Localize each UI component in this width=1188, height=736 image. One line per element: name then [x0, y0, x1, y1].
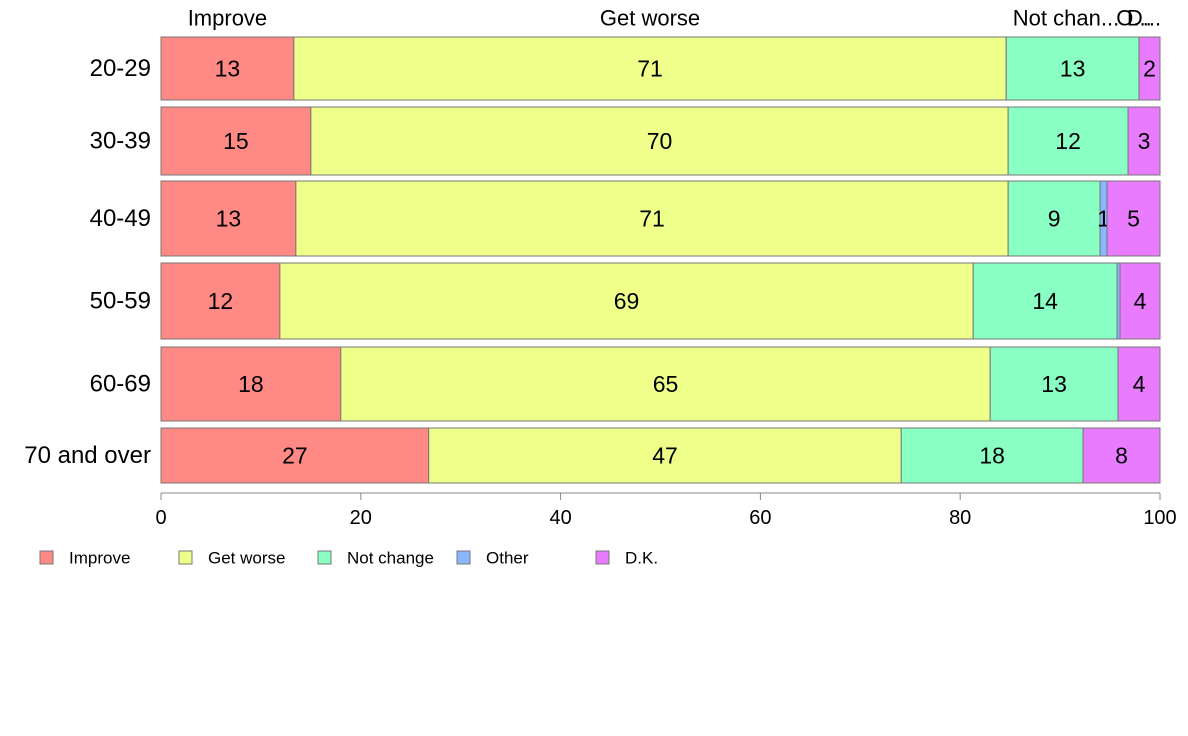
- bar-segment: [1007, 106, 1129, 176]
- x-tick-label: 40: [549, 507, 571, 529]
- legend-label: Improve: [69, 549, 130, 568]
- top-series-label: Improve: [188, 6, 267, 31]
- bars-group: 13 71 13 215 70 12 313 71 9 1 512 69 14 418 65 13 427 47 1…: [160, 36, 1161, 484]
- category-labels: 20-29 30-39 40-49 50-59 60-69 70 and over: [24, 55, 151, 469]
- x-tick-label: 100: [1143, 507, 1176, 529]
- category-label: 70 and over: [24, 442, 151, 469]
- legend: Improve Get worse Not change Other D.K.: [39, 549, 658, 568]
- top-series-label: Get worse: [600, 6, 700, 31]
- data-label: 70: [647, 128, 673, 154]
- bar-segment: [989, 346, 1119, 422]
- data-label: 4: [1134, 288, 1147, 314]
- bar-segment: [310, 106, 1009, 176]
- legend-swatch: [178, 550, 193, 565]
- category-label: 40-49: [90, 205, 151, 232]
- data-label: 12: [1055, 128, 1081, 154]
- bar-segment: [1106, 180, 1161, 257]
- data-label: 4: [1133, 371, 1146, 397]
- data-label: 71: [639, 206, 665, 232]
- data-label: 15: [223, 128, 249, 154]
- data-label: 47: [652, 443, 678, 469]
- bar-segment: [340, 346, 991, 422]
- category-label: 20-29: [90, 55, 151, 82]
- data-label: 69: [614, 288, 640, 314]
- bar-segment: [900, 427, 1084, 484]
- bar-segment: [279, 262, 974, 340]
- category-label: 60-69: [90, 371, 151, 398]
- legend-swatch: [595, 550, 610, 565]
- top-series-label: O...: [1116, 6, 1151, 31]
- bar-segment: [1127, 106, 1161, 176]
- bar-segment: [428, 427, 902, 484]
- category-label: 50-59: [90, 288, 151, 315]
- bar-segment: [160, 106, 312, 176]
- bar-segment: [160, 346, 342, 422]
- data-label: 12: [208, 288, 234, 314]
- bar-segment: [160, 427, 430, 484]
- bar-segment: [160, 180, 297, 257]
- bar-segment: [1119, 262, 1161, 340]
- legend-swatch: [317, 550, 332, 565]
- data-label: 71: [637, 56, 663, 82]
- bar-segment: [160, 36, 295, 101]
- bar-segment: [1005, 36, 1140, 101]
- x-axis: 0 20 40 60 80 100: [155, 492, 1177, 529]
- x-tick-label: 0: [155, 507, 166, 529]
- data-label: 13: [1060, 56, 1086, 82]
- x-tick-label: 80: [949, 507, 971, 529]
- top-series-labels: Improve Get worse Not chan...O...D...: [188, 6, 1161, 31]
- bar-segment: [293, 36, 1007, 101]
- legend-label: D.K.: [625, 549, 658, 568]
- data-label: 13: [215, 56, 241, 82]
- bar-segment: [1007, 180, 1101, 257]
- x-tick-label: 60: [749, 507, 771, 529]
- data-label: 18: [238, 371, 264, 397]
- data-label: 14: [1032, 288, 1058, 314]
- bar-segment: [160, 262, 281, 340]
- data-label: 8: [1115, 443, 1128, 469]
- data-label: 65: [653, 371, 679, 397]
- legend-swatch: [456, 550, 471, 565]
- legend-swatch: [39, 550, 54, 565]
- legend-label: Other: [486, 549, 529, 568]
- data-label: 13: [216, 206, 242, 232]
- data-label: 9: [1048, 206, 1061, 232]
- bar-segment: [1117, 346, 1161, 422]
- category-label: 30-39: [90, 128, 151, 155]
- top-series-label: D...: [1127, 6, 1161, 31]
- bar-segment: [1082, 427, 1161, 484]
- data-label: 3: [1138, 128, 1151, 154]
- data-label: 5: [1127, 206, 1140, 232]
- data-label: 18: [979, 443, 1005, 469]
- bar-segment: [295, 180, 1009, 257]
- top-series-label: Not chan...: [1013, 6, 1119, 31]
- bar-segment: [972, 262, 1118, 340]
- data-label: 27: [282, 443, 308, 469]
- x-tick-label: 20: [350, 507, 372, 529]
- bar-segment: [1138, 36, 1161, 101]
- data-label: 13: [1041, 371, 1067, 397]
- legend-label: Not change: [347, 549, 434, 568]
- legend-label: Get worse: [208, 549, 285, 568]
- data-label: 2: [1143, 56, 1156, 82]
